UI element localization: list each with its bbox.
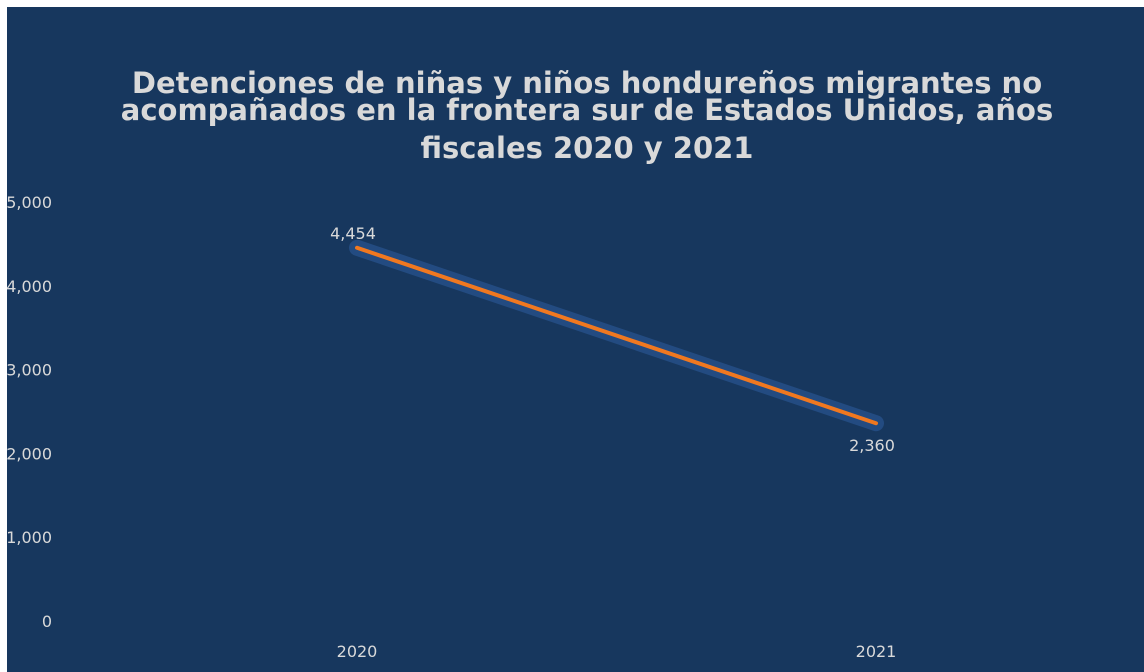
chart-title-line-1: Detenciones de niñas y niños hondureños … — [132, 66, 1042, 100]
y-tick-label: 4,000 — [6, 277, 52, 296]
data-label: 4,454 — [330, 224, 376, 243]
y-tick-label: 0 — [42, 612, 52, 631]
series-line — [355, 245, 878, 426]
y-tick-label: 5,000 — [6, 193, 52, 212]
x-tick-label: 2020 — [337, 642, 378, 661]
chart-title-line-3: fiscales 2020 y 2021 — [420, 131, 753, 165]
x-axis-ticks: 2020 2021 — [337, 642, 897, 661]
data-label: 2,360 — [849, 436, 895, 455]
data-labels: 4,454 2,360 — [330, 224, 895, 455]
y-tick-label: 2,000 — [6, 444, 52, 463]
chart-title-line-2: acompañados en la frontera sur de Estado… — [121, 93, 1053, 127]
x-tick-label: 2021 — [856, 642, 897, 661]
y-axis-ticks: 0 1,000 2,000 3,000 4,000 5,000 — [6, 193, 52, 631]
y-tick-label: 3,000 — [6, 361, 52, 380]
series-group — [349, 239, 884, 432]
chart-area — [7, 7, 1144, 672]
y-tick-label: 1,000 — [6, 528, 52, 547]
